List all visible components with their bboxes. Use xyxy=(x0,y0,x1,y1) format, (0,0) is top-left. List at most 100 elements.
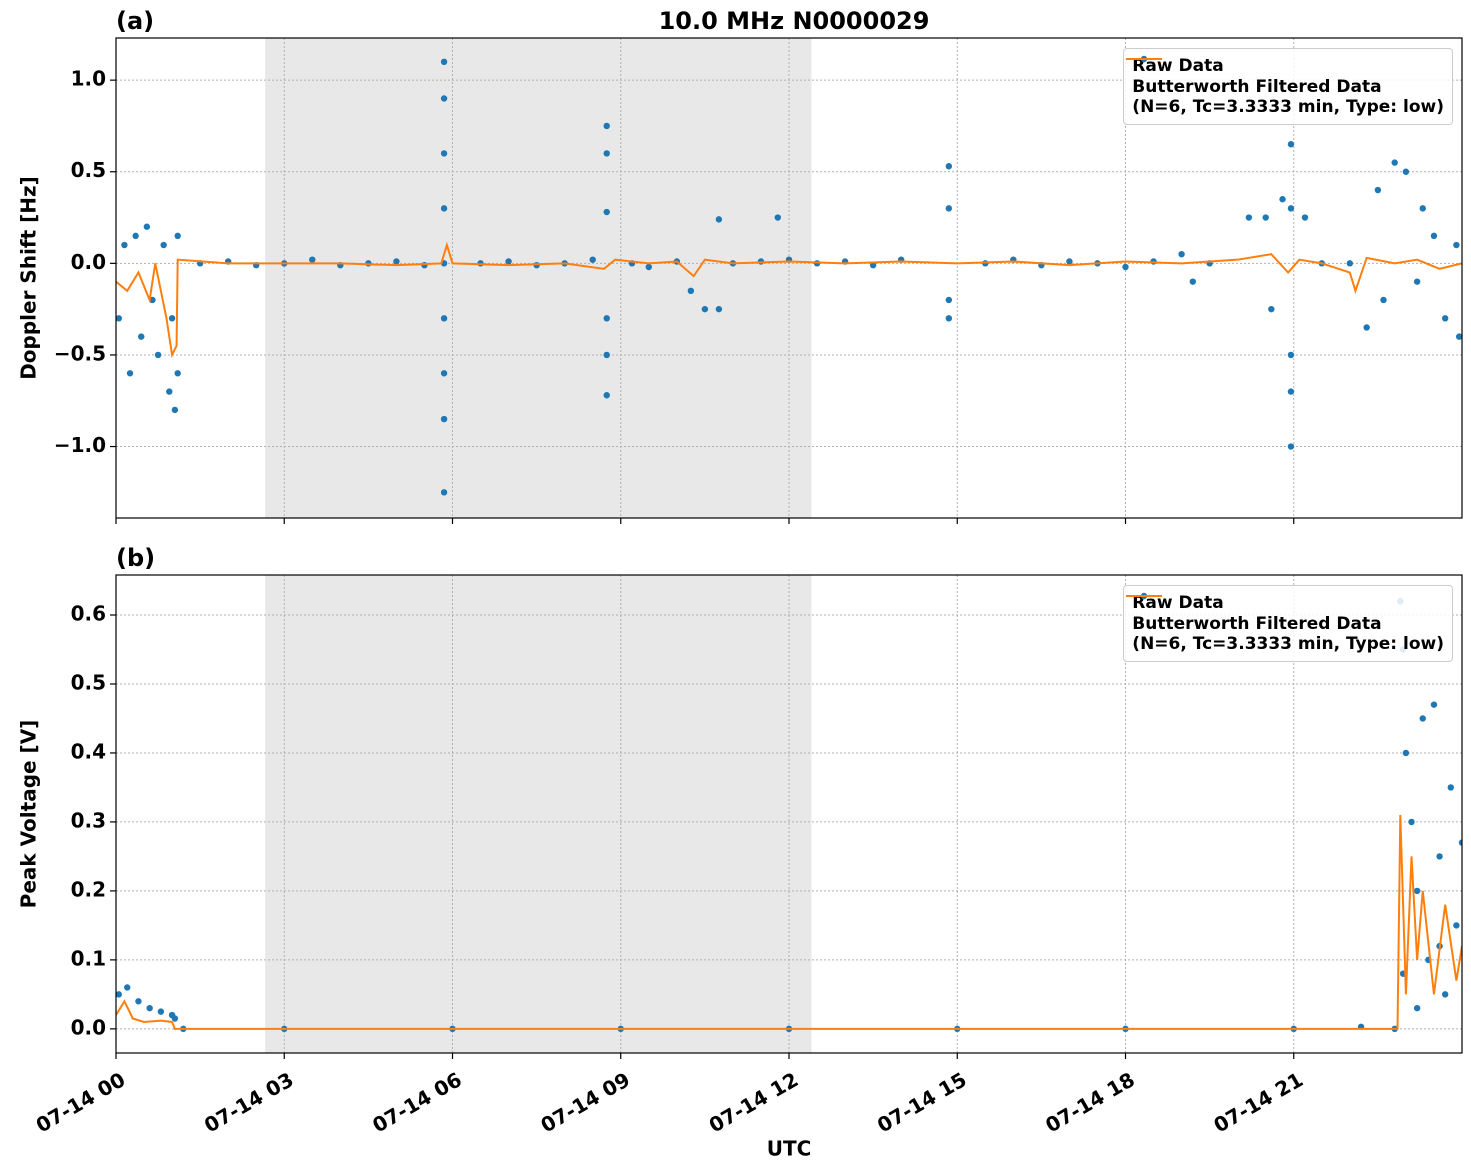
raw-point xyxy=(869,261,877,269)
raw-point xyxy=(146,1004,153,1012)
plot-area xyxy=(116,58,1462,496)
raw-point xyxy=(124,984,131,991)
raw-point xyxy=(505,258,512,265)
axes-frame xyxy=(115,37,1463,519)
raw-point xyxy=(945,205,953,212)
raw-point xyxy=(1189,278,1197,285)
raw-point xyxy=(589,256,596,263)
legend-label: Butterworth Filtered Data (N=6, Tc=3.333… xyxy=(1132,77,1444,117)
raw-point xyxy=(171,406,179,414)
raw-point xyxy=(138,333,145,340)
legend-key xyxy=(1126,58,1163,60)
raw-point xyxy=(440,95,448,102)
raw-point xyxy=(1301,214,1309,221)
y-tick-label: 0.0 xyxy=(71,1015,106,1039)
raw-point xyxy=(160,241,167,249)
legend-item: Raw Data xyxy=(1132,592,1444,613)
raw-point xyxy=(440,205,448,212)
legend-label: Butterworth Filtered Data (N=6, Tc=3.333… xyxy=(1132,614,1444,654)
raw-point xyxy=(1287,351,1295,359)
y-tick-label: 0.6 xyxy=(71,602,106,626)
y-tick-label: 0.5 xyxy=(71,158,106,182)
raw-point xyxy=(440,58,448,66)
shaded-span xyxy=(265,575,812,1053)
raw-point xyxy=(1419,205,1426,212)
raw-point xyxy=(1413,278,1421,285)
raw-point xyxy=(1441,991,1449,998)
raw-point xyxy=(1268,305,1275,313)
raw-point xyxy=(1458,839,1462,846)
raw-point xyxy=(1346,260,1354,267)
raw-point xyxy=(174,232,181,240)
raw-point xyxy=(116,991,123,998)
raw-point xyxy=(1374,186,1382,194)
y-axis-label: Peak Voltage [V] xyxy=(17,720,41,909)
raw-point xyxy=(1441,315,1449,322)
raw-point xyxy=(603,150,610,157)
y-tick-label: −1.0 xyxy=(54,433,106,457)
shaded-span xyxy=(265,38,812,518)
raw-point xyxy=(440,489,448,496)
raw-point xyxy=(1262,214,1269,221)
raw-point xyxy=(1287,205,1295,212)
raw-point xyxy=(421,261,428,269)
y-tick-label: 0.3 xyxy=(71,808,106,832)
chart-title: 10.0 MHz N0000029 xyxy=(659,7,930,35)
x-tick-label: 07-14 18 xyxy=(1041,1067,1139,1137)
raw-point xyxy=(1419,715,1426,722)
raw-point xyxy=(945,163,953,170)
raw-point xyxy=(603,208,610,216)
filtered-line xyxy=(116,815,1462,1030)
raw-point xyxy=(1287,141,1295,148)
panel-label: (b) xyxy=(116,544,155,572)
raw-point xyxy=(1066,258,1073,265)
x-tick-label: 07-14 03 xyxy=(200,1067,298,1137)
raw-point xyxy=(603,351,610,359)
raw-point xyxy=(1430,701,1438,708)
raw-point xyxy=(154,351,162,359)
raw-point xyxy=(1279,196,1286,203)
raw-point xyxy=(1363,324,1370,331)
x-tick-label: 07-14 15 xyxy=(873,1067,971,1137)
raw-point xyxy=(440,315,448,322)
plot-area xyxy=(116,598,1462,1033)
raw-point xyxy=(168,315,176,322)
raw-point xyxy=(701,305,709,313)
y-tick-label: −0.5 xyxy=(54,341,106,365)
legend-key xyxy=(1126,595,1163,597)
raw-point xyxy=(1178,250,1185,258)
raw-point xyxy=(603,392,610,399)
x-tick-label: 07-14 21 xyxy=(1209,1067,1307,1137)
y-tick-label: 0.1 xyxy=(71,946,106,970)
raw-point xyxy=(166,388,173,395)
x-tick-label: 07-14 12 xyxy=(705,1067,803,1137)
legend: Raw Data Butterworth Filtered Data (N=6, … xyxy=(1123,585,1453,662)
raw-point xyxy=(121,241,128,249)
raw-point xyxy=(1447,784,1454,791)
raw-point xyxy=(1436,853,1443,860)
raw-point xyxy=(1413,1004,1421,1012)
raw-point xyxy=(143,223,151,230)
raw-point xyxy=(1453,241,1460,249)
raw-point xyxy=(1402,168,1410,175)
raw-point xyxy=(1287,443,1295,450)
raw-point xyxy=(157,1008,165,1015)
raw-point xyxy=(603,315,610,322)
raw-point xyxy=(645,263,652,271)
raw-point xyxy=(1245,214,1253,221)
raw-point xyxy=(171,1015,179,1022)
raw-point xyxy=(1413,887,1421,895)
raw-point xyxy=(715,305,723,313)
raw-point xyxy=(440,415,448,423)
raw-point xyxy=(715,216,723,223)
raw-point xyxy=(132,232,139,240)
y-tick-label: 0.5 xyxy=(71,670,106,694)
panel-label: (a) xyxy=(116,7,154,35)
legend-item: Raw Data xyxy=(1132,55,1444,76)
raw-point xyxy=(1122,263,1129,271)
y-tick-label: 0.4 xyxy=(71,739,106,763)
raw-point xyxy=(440,370,448,377)
raw-point xyxy=(774,214,781,221)
y-axis-label: Doppler Shift [Hz] xyxy=(17,176,41,380)
